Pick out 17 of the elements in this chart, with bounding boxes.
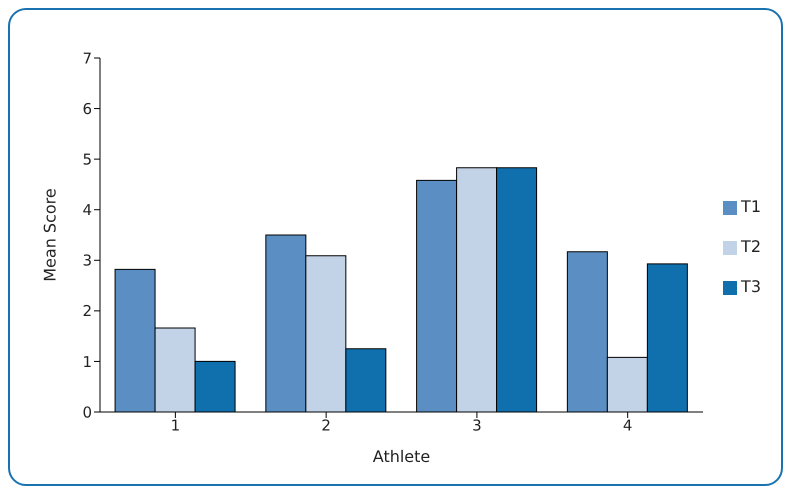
legend-label: T2 xyxy=(741,237,761,256)
y-tick-label: 7 xyxy=(82,49,92,68)
y-tick-label: 0 xyxy=(82,403,92,422)
x-tick-label: 3 xyxy=(472,416,482,435)
y-tick-label: 2 xyxy=(82,302,92,320)
y-tick-label: 6 xyxy=(82,100,92,118)
x-tick-label: 1 xyxy=(170,416,180,435)
x-tick-label: 2 xyxy=(321,416,331,435)
y-axis-title: Mean Score xyxy=(40,188,60,282)
legend-label: T1 xyxy=(741,197,761,216)
legend-label: T3 xyxy=(741,277,761,296)
x-axis-title: Athlete xyxy=(372,447,430,466)
y-tick-label: 1 xyxy=(82,352,92,371)
y-tick-label: 4 xyxy=(82,201,92,220)
y-tick-label: 5 xyxy=(82,150,92,168)
y-tick-label: 3 xyxy=(82,252,92,270)
x-tick-label: 4 xyxy=(622,416,632,435)
